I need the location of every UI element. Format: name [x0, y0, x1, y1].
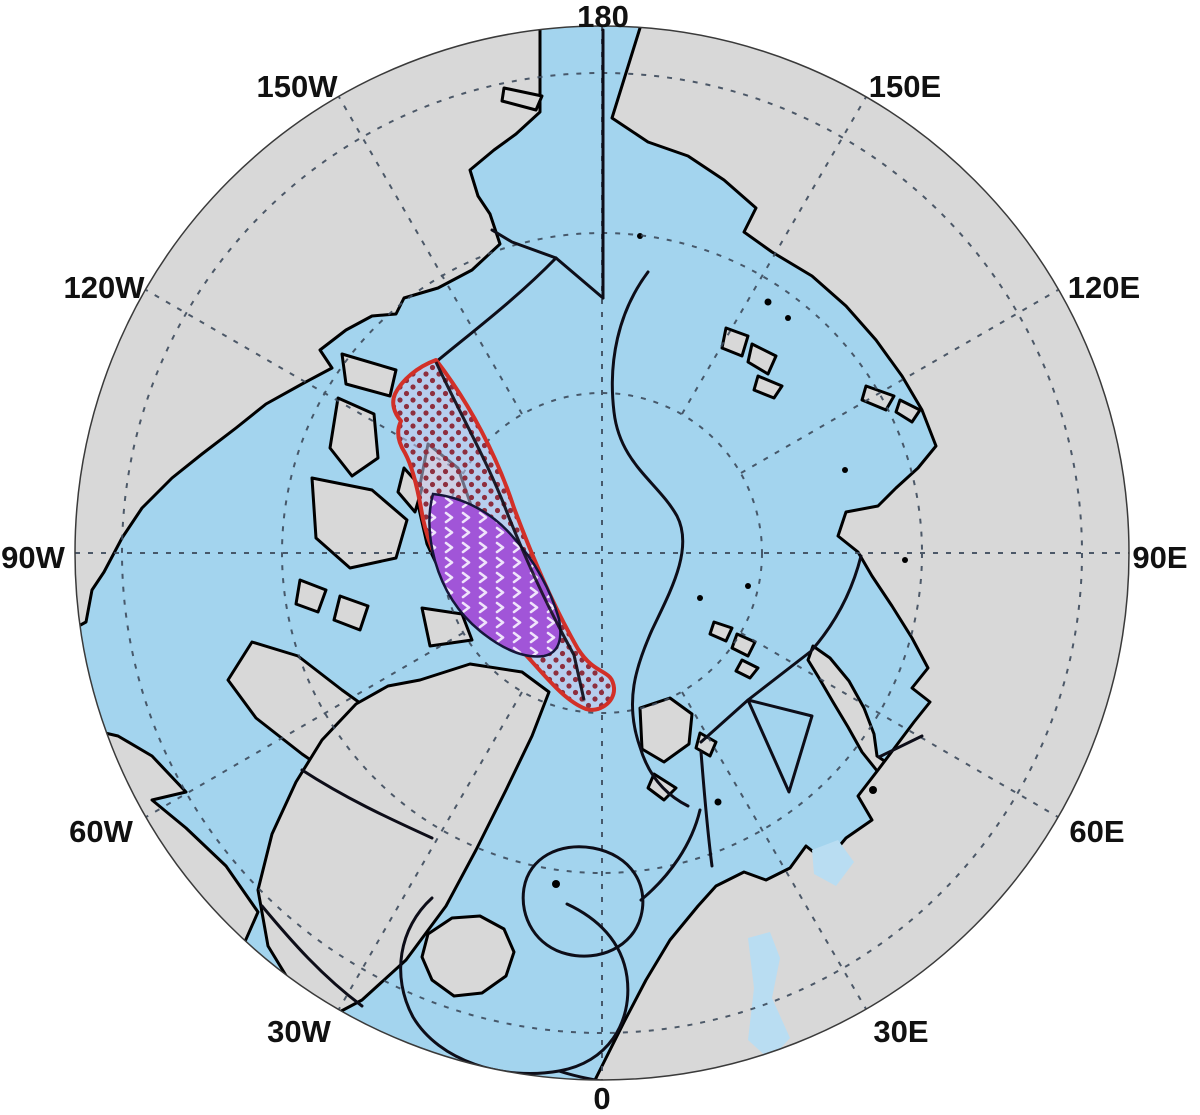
lakes	[748, 840, 854, 1060]
meridian-label-0: 0	[593, 1081, 610, 1115]
land-greenland	[256, 662, 551, 1018]
meridian-label-90e: 90E	[1132, 540, 1187, 575]
meridian-label-60w: 60W	[69, 814, 133, 849]
meridian-label-120e: 120E	[1068, 270, 1140, 305]
meridian-label-150w: 150W	[257, 69, 339, 104]
land-iceland	[420, 914, 516, 998]
meridian-label-30e: 30E	[873, 1014, 928, 1049]
small-islands	[552, 233, 908, 888]
meridian-label-120w: 120W	[64, 270, 146, 305]
meridian-label-30w: 30W	[267, 1014, 331, 1049]
boundary-through-regions	[434, 361, 586, 701]
meridian-label-60e: 60E	[1069, 814, 1124, 849]
graticule	[75, 26, 1129, 1080]
meridian-label-150e: 150E	[869, 69, 941, 104]
meridian-label-90w: 90W	[1, 540, 65, 575]
map-rim	[74, 25, 1130, 1081]
meridian-label-180: 180	[577, 0, 629, 34]
hatched-region	[428, 492, 562, 658]
